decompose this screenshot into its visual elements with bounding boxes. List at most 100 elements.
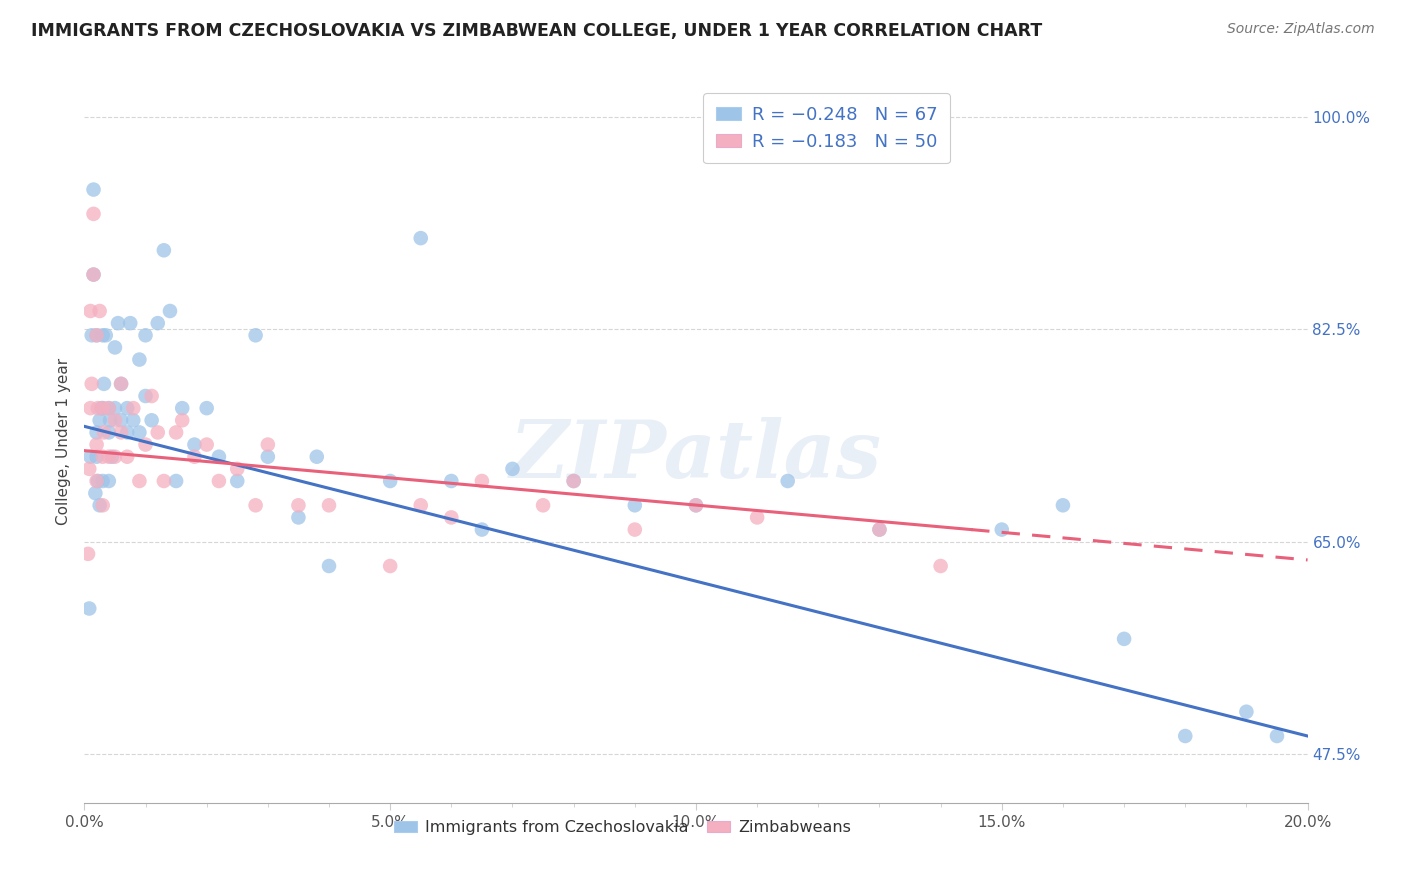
Point [208, 474, 231, 488]
Point [86, 425, 108, 440]
Point [226, 462, 249, 476]
Point [93, 425, 115, 440]
Point [869, 523, 891, 537]
Point [97, 450, 120, 464]
Point [141, 413, 163, 427]
Point [257, 437, 280, 451]
Point [91, 498, 114, 512]
Point [562, 474, 585, 488]
Point [89, 498, 111, 512]
Point [1236, 705, 1258, 719]
Point [104, 450, 127, 464]
Point [153, 474, 176, 488]
Point [77, 601, 100, 615]
Point [380, 474, 402, 488]
Point [110, 376, 132, 391]
Point [135, 328, 157, 343]
Point [91, 474, 114, 488]
Point [440, 474, 463, 488]
Point [471, 474, 494, 488]
Point [869, 523, 891, 537]
Point [165, 474, 187, 488]
Point [93, 376, 115, 391]
Point [104, 340, 127, 354]
Point [776, 474, 799, 488]
Point [120, 316, 142, 330]
Point [685, 498, 707, 512]
Point [115, 401, 138, 416]
Point [380, 559, 402, 574]
Point [287, 498, 309, 512]
Point [77, 462, 100, 476]
Point [165, 425, 187, 440]
Point [183, 437, 205, 451]
Point [87, 474, 110, 488]
Point [685, 498, 707, 512]
Point [77, 547, 100, 561]
Point [226, 474, 249, 488]
Point [146, 316, 169, 330]
Point [471, 523, 494, 537]
Point [318, 559, 340, 574]
Point [929, 559, 952, 574]
Point [84, 486, 107, 500]
Point [318, 498, 340, 512]
Point [440, 510, 463, 524]
Point [122, 401, 145, 416]
Point [195, 401, 218, 416]
Point [101, 450, 124, 464]
Point [409, 231, 432, 245]
Point [90, 401, 112, 416]
Point [94, 328, 117, 343]
Point [97, 425, 120, 440]
Point [159, 304, 181, 318]
Point [128, 425, 150, 440]
Point [115, 425, 138, 440]
Point [89, 413, 111, 427]
Point [146, 425, 169, 440]
Point [1265, 729, 1288, 743]
Y-axis label: College, Under 1 year: College, Under 1 year [56, 358, 72, 525]
Point [83, 268, 105, 282]
Point [747, 510, 769, 524]
Point [110, 425, 132, 440]
Point [1114, 632, 1136, 646]
Point [79, 401, 101, 416]
Point [991, 523, 1014, 537]
Point [83, 183, 105, 197]
Point [1052, 498, 1074, 512]
Point [245, 328, 267, 343]
Point [141, 389, 163, 403]
Point [195, 437, 218, 451]
Point [287, 510, 309, 524]
Point [122, 413, 145, 427]
Point [502, 462, 524, 476]
Point [91, 401, 114, 416]
Point [208, 450, 231, 464]
Text: ZIPatlas: ZIPatlas [510, 417, 882, 495]
Point [245, 498, 267, 512]
Point [153, 244, 176, 258]
Point [135, 437, 157, 451]
Point [87, 401, 110, 416]
Point [86, 328, 108, 343]
Point [172, 401, 194, 416]
Point [91, 450, 114, 464]
Point [97, 401, 120, 416]
Point [91, 401, 114, 416]
Point [128, 474, 150, 488]
Point [83, 207, 105, 221]
Legend: Immigrants from Czechoslovakia, Zimbabweans: Immigrants from Czechoslovakia, Zimbabwe… [388, 814, 858, 842]
Point [257, 450, 280, 464]
Point [86, 450, 108, 464]
Point [98, 413, 121, 427]
Point [305, 450, 328, 464]
Point [183, 450, 205, 464]
Point [115, 450, 138, 464]
Point [107, 316, 129, 330]
Text: IMMIGRANTS FROM CZECHOSLOVAKIA VS ZIMBABWEAN COLLEGE, UNDER 1 YEAR CORRELATION C: IMMIGRANTS FROM CZECHOSLOVAKIA VS ZIMBAB… [31, 22, 1042, 40]
Point [624, 523, 647, 537]
Point [172, 413, 194, 427]
Point [79, 304, 101, 318]
Point [128, 352, 150, 367]
